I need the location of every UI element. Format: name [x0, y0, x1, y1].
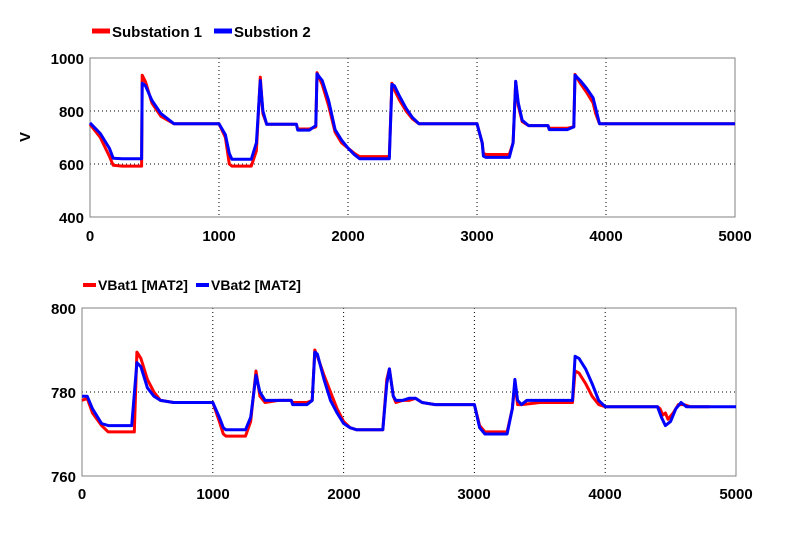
bottom-chart: VBat1 [MAT2] VBat2 [MAT2] 760 780 800 0 … [51, 277, 753, 503]
top-plot-frame [89, 57, 736, 218]
bottom-xtick-3000: 3000 [457, 486, 490, 503]
top-y-ticks: 400 600 800 1000 [51, 51, 84, 227]
bottom-xtick-1000: 1000 [196, 486, 229, 503]
top-ytick-600: 600 [59, 157, 84, 174]
top-xtick-2000: 2000 [331, 228, 364, 245]
legend-label-vbat2: VBat2 [MAT2] [211, 277, 301, 293]
bottom-series-group [81, 348, 736, 438]
top-series-group [88, 71, 735, 168]
top-ytick-1000: 1000 [51, 51, 84, 68]
top-xtick-0: 0 [86, 228, 94, 245]
bottom-xtick-0: 0 [78, 486, 86, 503]
top-xtick-5000: 5000 [718, 228, 751, 245]
bottom-x-ticks: 0 1000 2000 3000 4000 5000 [78, 486, 753, 503]
bottom-y-ticks: 760 780 800 [51, 301, 76, 486]
top-ytick-400: 400 [59, 210, 84, 227]
bottom-xtick-2000: 2000 [327, 486, 360, 503]
bottom-ytick-760: 760 [51, 469, 76, 486]
top-xtick-1000: 1000 [202, 228, 235, 245]
legend-label-vbat1: VBat1 [MAT2] [98, 277, 188, 293]
top-chart: Substation 1 Substion 2 V 400 600 800 10… [17, 24, 752, 245]
bottom-series-line-vbat2-mat2 [82, 350, 736, 436]
bottom-gridlines [82, 308, 736, 476]
bottom-legend: VBat1 [MAT2] VBat2 [MAT2] [83, 277, 301, 293]
bottom-plot-frame [81, 307, 737, 477]
legend-label-substion-2: Substion 2 [234, 24, 311, 41]
top-series-line-substion-2 [88, 72, 735, 161]
legend-label-substation-1: Substation 1 [112, 24, 202, 41]
bottom-ytick-780: 780 [51, 385, 76, 402]
top-y-axis-label: V [17, 132, 34, 142]
bottom-ytick-800: 800 [51, 301, 76, 318]
top-xtick-3000: 3000 [460, 228, 493, 245]
top-gridlines [90, 58, 735, 217]
bottom-xtick-4000: 4000 [588, 486, 621, 503]
top-ytick-800: 800 [59, 104, 84, 121]
top-xtick-4000: 4000 [589, 228, 622, 245]
bottom-series-line-vbat1-mat2 [81, 348, 710, 438]
top-x-ticks: 0 1000 2000 3000 4000 5000 [86, 228, 752, 245]
top-legend: Substation 1 Substion 2 [92, 24, 311, 41]
bottom-xtick-5000: 5000 [719, 486, 752, 503]
